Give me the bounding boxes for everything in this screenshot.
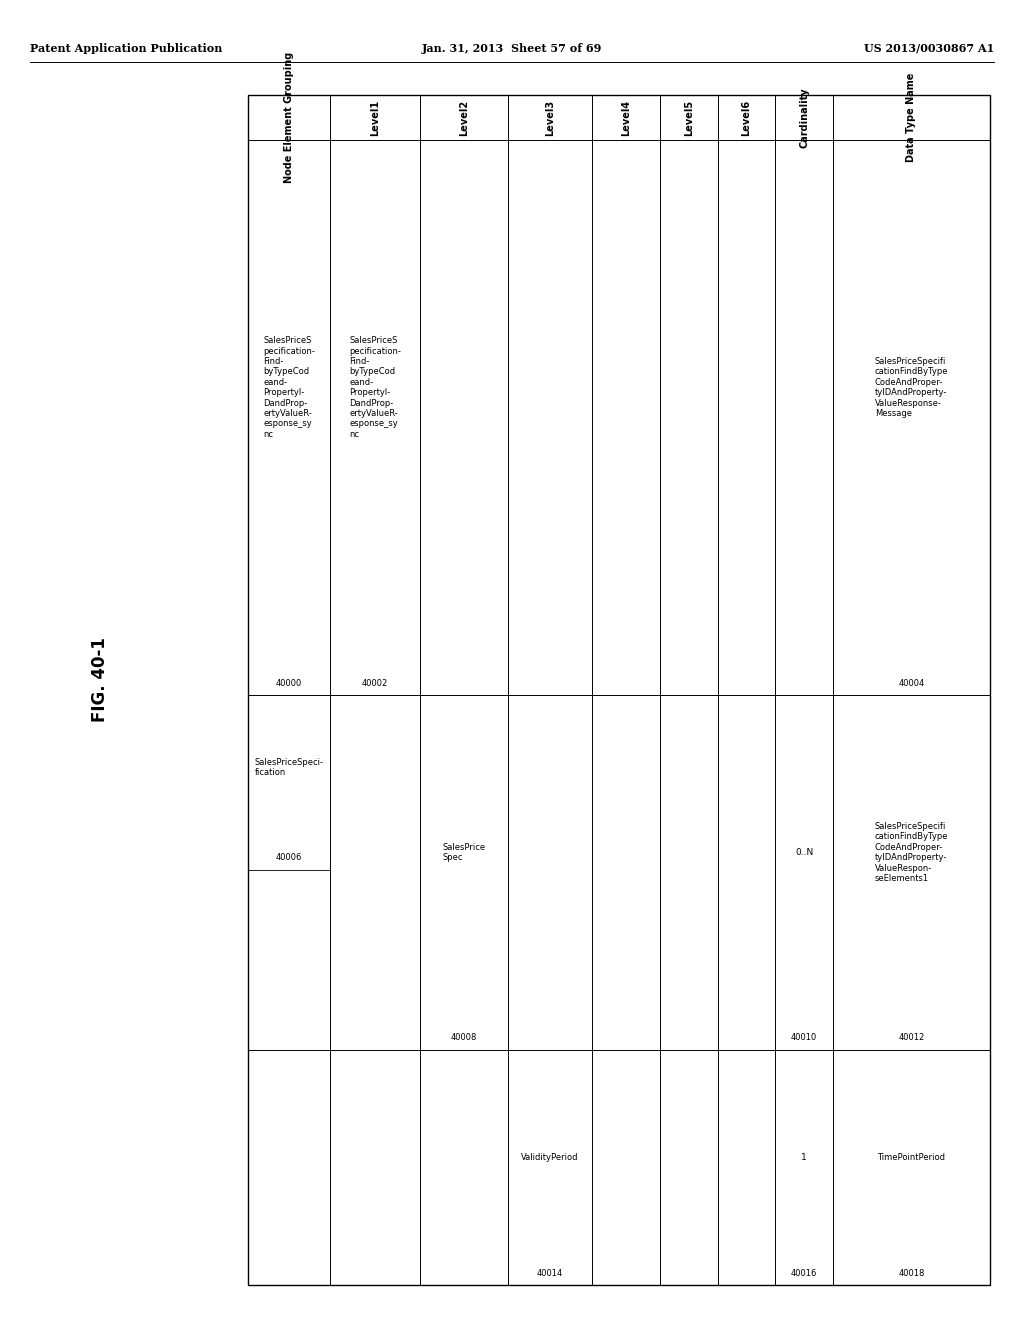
Text: TimePointPeriod: TimePointPeriod	[878, 1152, 945, 1162]
Text: Level2: Level2	[459, 99, 469, 136]
Text: 40002: 40002	[361, 678, 388, 688]
Text: Level5: Level5	[684, 99, 694, 136]
Text: Data Type Name: Data Type Name	[906, 73, 916, 162]
Text: Jan. 31, 2013  Sheet 57 of 69: Jan. 31, 2013 Sheet 57 of 69	[422, 42, 602, 54]
Text: SalesPriceSpecifi
cationFindByType
CodeAndProper-
tyIDAndProperty-
ValueRespon-
: SalesPriceSpecifi cationFindByType CodeA…	[874, 822, 948, 883]
Text: 40018: 40018	[898, 1269, 925, 1278]
Text: Level4: Level4	[621, 99, 631, 136]
Text: 40000: 40000	[275, 678, 302, 688]
Text: Level3: Level3	[545, 99, 555, 136]
Text: 40016: 40016	[791, 1269, 817, 1278]
Text: Level1: Level1	[370, 99, 380, 136]
Text: 40006: 40006	[275, 854, 302, 862]
Text: 40004: 40004	[898, 678, 925, 688]
Text: 1: 1	[801, 1152, 807, 1162]
Text: Level6: Level6	[741, 99, 752, 136]
Text: Cardinality: Cardinality	[799, 87, 809, 148]
Text: 0..N: 0..N	[795, 847, 813, 857]
Text: 40014: 40014	[537, 1269, 563, 1278]
Text: SalesPriceSpeci-
fication: SalesPriceSpeci- fication	[255, 758, 324, 777]
Text: 40012: 40012	[898, 1034, 925, 1043]
Text: Node Element Grouping: Node Element Grouping	[284, 51, 294, 183]
Text: FIG. 40-1: FIG. 40-1	[91, 638, 109, 722]
Text: SalesPriceS
pecification-
Find-
byTypeCod
eand-
Propertyl-
DandProp-
ertyValueR-: SalesPriceS pecification- Find- byTypeCo…	[349, 337, 401, 438]
Text: SalesPrice
Spec: SalesPrice Spec	[442, 842, 485, 862]
Text: 40008: 40008	[451, 1034, 477, 1043]
Text: 40010: 40010	[791, 1034, 817, 1043]
Bar	[248, 95, 990, 1284]
Text: US 2013/0030867 A1: US 2013/0030867 A1	[864, 42, 994, 54]
Text: SalesPriceS
pecification-
Find-
byTypeCod
eand-
Propertyl-
DandProp-
ertyValueR-: SalesPriceS pecification- Find- byTypeCo…	[263, 337, 315, 438]
Text: ValidityPeriod: ValidityPeriod	[521, 1152, 579, 1162]
Text: Patent Application Publication: Patent Application Publication	[30, 42, 222, 54]
Text: SalesPriceSpecifi
cationFindByType
CodeAndProper-
tyIDAndProperty-
ValueResponse: SalesPriceSpecifi cationFindByType CodeA…	[874, 356, 948, 418]
